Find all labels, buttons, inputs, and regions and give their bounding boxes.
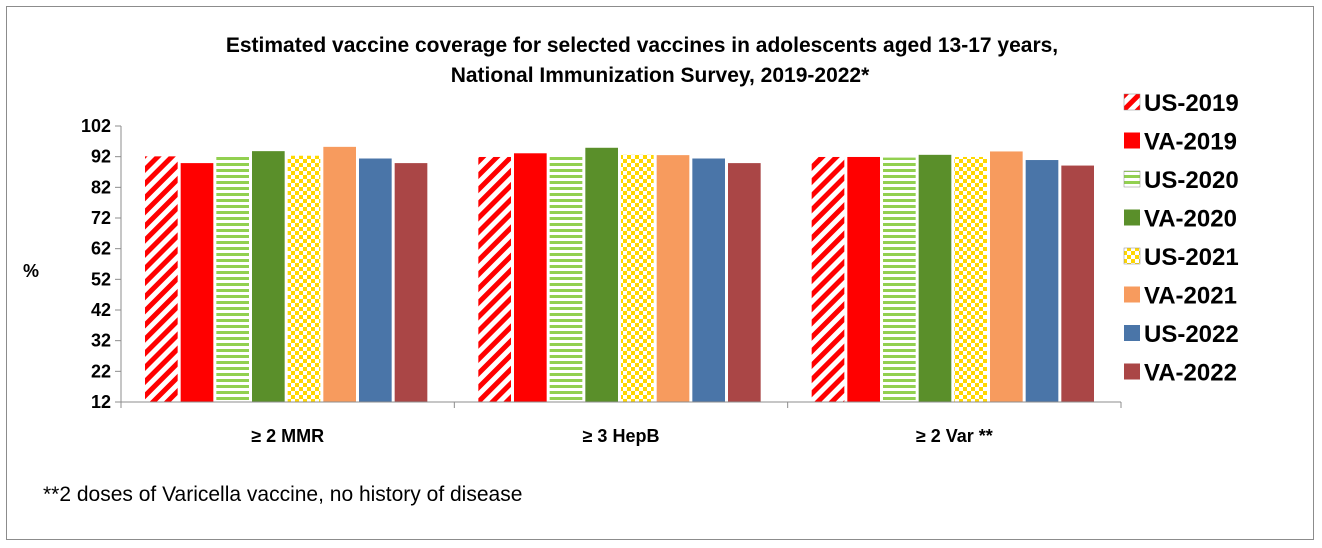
bar-va-2021-2 [990,151,1023,402]
category-label: ≥ 3 HepB [583,426,660,446]
x-axis: ≥ 2 MMR ≥ 3 HepB ≥ 2 Var ** [120,401,1122,446]
bar-va-2020-1 [585,147,618,402]
bar-us-2019-1 [478,156,511,402]
legend-swatch-va-2021 [1124,286,1140,303]
bar-va-2020-0 [252,151,285,402]
bar-va-2019-2 [847,156,880,402]
bar-us-2021-0 [287,155,321,402]
legend-label-va-2021: VA-2021 [1144,283,1237,310]
bar-us-2020-2 [883,157,916,402]
y-tick-label: 42 [91,300,111,320]
legend-swatch-us-2022 [1124,325,1140,341]
bar-va-2021-0 [323,146,356,402]
y-tick-label: 102 [81,116,111,136]
legend-label-va-2019: VA-2019 [1144,129,1237,156]
bar-us-2020-0 [216,155,249,402]
bar-va-2022-1 [728,163,761,402]
category-label: ≥ 2 MMR [251,426,324,446]
chart-subtitle: National Immunization Survey, 2019-2022* [451,64,870,87]
legend-swatch-us-2019 [1123,93,1141,111]
bar-us-2020-1 [549,154,583,402]
y-tick-label: 92 [91,147,111,167]
bar-us-2021-1 [621,154,654,402]
y-tick-label: 12 [91,392,111,412]
y-tick-label: 22 [91,361,111,381]
legend-label-us-2022: US-2022 [1144,321,1239,348]
bar-us-2022-2 [1025,160,1059,402]
y-tick-label: 32 [91,331,111,351]
bar-va-2019-0 [180,163,214,402]
bar-us-2019-0 [145,156,178,402]
legend: US-2019 VA-2019 US-2020 VA-2020 US-2021 VA-20… [1123,90,1239,387]
bar-us-2022-0 [359,158,392,402]
y-axis-label: % [23,261,39,281]
bar-va-2021-1 [656,155,690,402]
chart-frame: Estimated vaccine coverage for selected … [6,6,1314,540]
y-axis: 12 22 32 42 52 62 72 82 92 102 [81,116,122,412]
legend-swatch-va-2020 [1124,209,1140,226]
legend-swatch-va-2022 [1124,363,1140,380]
y-tick-label: 52 [91,269,111,289]
bar-us-2019-2 [811,156,845,402]
legend-label-us-2019: US-2019 [1144,90,1239,117]
bar-va-2020-2 [918,154,952,402]
y-tick-label: 72 [91,208,111,228]
category-label: ≥ 2 Var ** [916,426,993,446]
footnote: **2 doses of Varicella vaccine, no histo… [43,483,522,506]
bar-va-2022-2 [1061,165,1094,402]
legend-label-us-2021: US-2021 [1144,244,1239,271]
legend-label-va-2022: VA-2022 [1144,360,1237,387]
legend-label-va-2020: VA-2020 [1144,206,1237,233]
bars [145,146,1094,402]
y-tick-label: 82 [91,177,111,197]
legend-label-us-2020: US-2020 [1144,167,1239,194]
bar-va-2022-0 [394,163,428,402]
chart-title: Estimated vaccine coverage for selected … [226,34,1058,57]
legend-swatch-va-2019 [1124,132,1140,149]
y-tick-label: 62 [91,239,111,259]
vaccine-coverage-chart: Estimated vaccine coverage for selected … [23,34,1239,506]
bar-va-2019-1 [514,153,547,402]
bar-us-2021-2 [954,156,987,402]
legend-swatch-us-2021 [1123,247,1141,265]
legend-swatch-us-2020 [1123,170,1141,188]
bar-us-2022-1 [692,158,725,402]
